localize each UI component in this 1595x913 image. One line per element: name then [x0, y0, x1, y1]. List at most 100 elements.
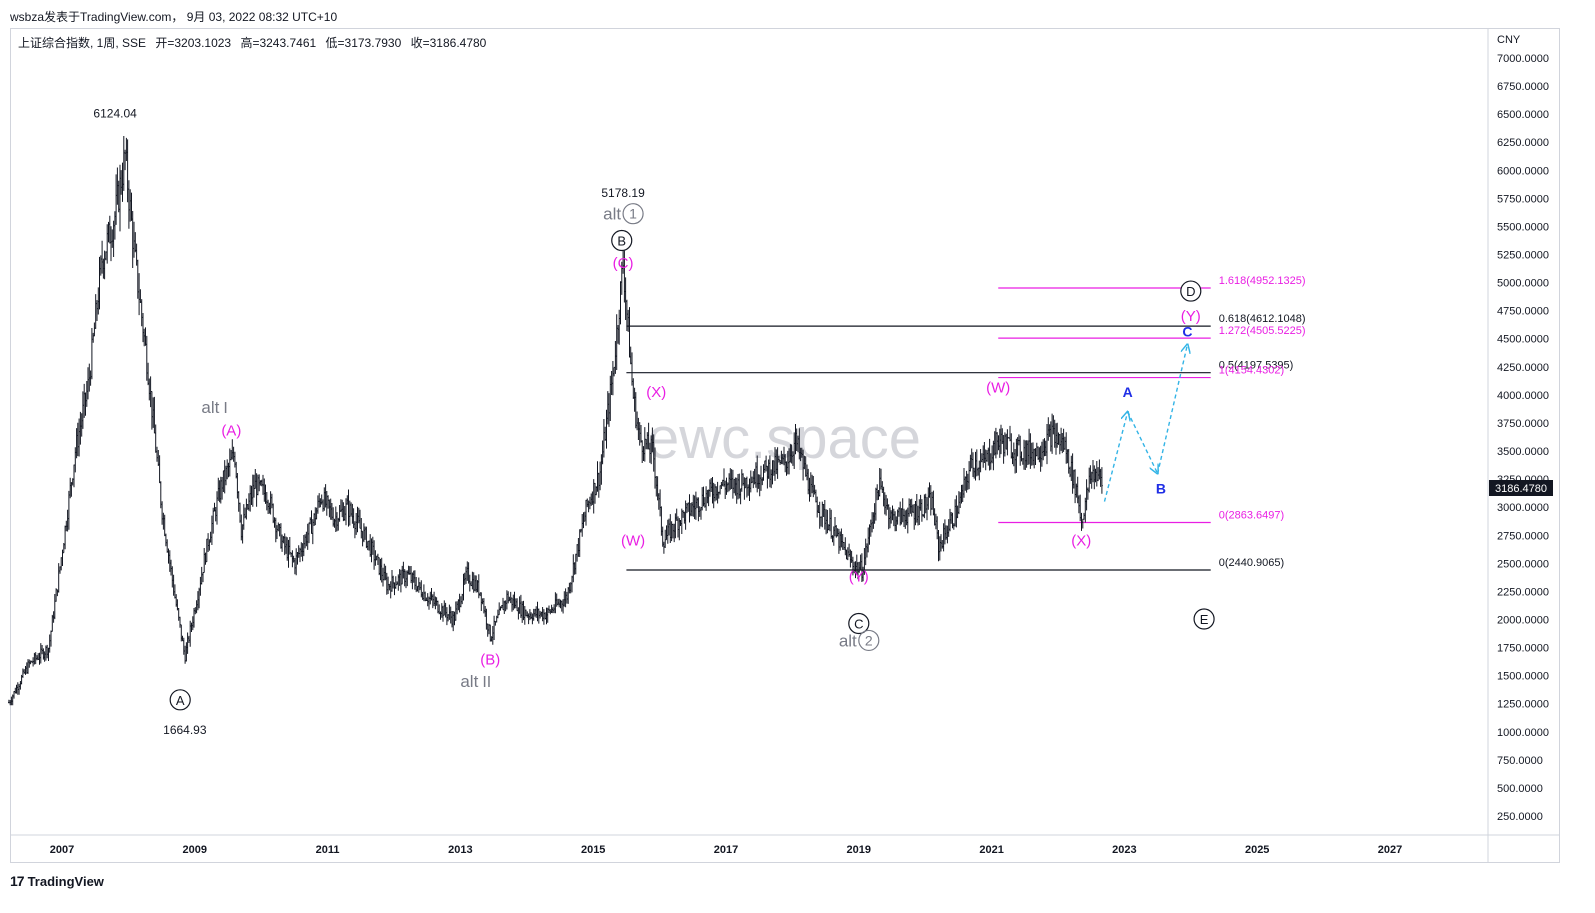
x-tick-label: 2009	[183, 844, 207, 856]
x-tick-label: 2013	[448, 844, 472, 856]
y-tick-label: 5500.0000	[1497, 221, 1549, 233]
alt-circle	[858, 629, 880, 652]
legend-open: 开=3203.1023	[155, 36, 232, 50]
y-tick-label: 750.0000	[1497, 755, 1543, 767]
alt-circle-number: 2	[865, 632, 873, 648]
y-tick-label: 2000.0000	[1497, 614, 1549, 626]
y-tick-label: 4000.0000	[1497, 390, 1549, 402]
y-tick-label: 4750.0000	[1497, 306, 1549, 318]
fib-level-label: 0(2440.9065)	[1219, 557, 1284, 569]
wave-label: C	[1182, 323, 1192, 339]
price-annotation: 1664.93	[163, 723, 207, 737]
currency-label: CNY	[1497, 34, 1521, 46]
fib-level-label: 0.5(4197.5395)	[1219, 360, 1294, 372]
legend-symbol[interactable]: 上证综合指数, 1周, SSE	[18, 36, 147, 50]
wave-circle-label: E	[1200, 612, 1209, 627]
wave-circle	[848, 612, 870, 635]
wave-circle	[1193, 608, 1215, 630]
chart-legend: 上证综合指数, 1周, SSE 开=3203.1023 高=3243.7461 …	[18, 34, 492, 51]
alt-circle	[622, 203, 644, 225]
projection-path	[1103, 344, 1188, 502]
wave-label: (X)	[1071, 532, 1091, 549]
projection-segment	[1103, 412, 1127, 502]
y-tick-label: 1000.0000	[1497, 727, 1549, 739]
wave-circle-label: C	[854, 616, 863, 631]
wave-label: A	[1123, 384, 1133, 400]
x-tick-label: 2017	[714, 844, 738, 856]
y-tick-label: 2750.0000	[1497, 530, 1549, 542]
wave-circle-label: D	[1186, 284, 1195, 299]
price-axis[interactable]: CNY 250.0000 500.0000 750.0000 1000.0000 125…	[1497, 34, 1549, 823]
x-tick-label: 2027	[1378, 844, 1402, 856]
current-price-tag-bg	[1489, 480, 1553, 496]
wave-label: (Y)	[1181, 308, 1201, 325]
candle-series	[8, 136, 1103, 706]
wave-label: (Y)	[849, 568, 869, 585]
tradingview-logo-mark: 17	[10, 873, 25, 889]
y-tick-label: 2500.0000	[1497, 558, 1549, 570]
price-annotation: 6124.04	[93, 107, 137, 121]
alt-roman-numeral: I	[223, 400, 227, 417]
y-tick-label: 1750.0000	[1497, 643, 1549, 655]
wave-circle	[611, 229, 633, 252]
wave-label: (B)	[480, 651, 500, 668]
x-tick-label: 2021	[979, 844, 1003, 856]
wave-label: (A)	[221, 422, 241, 439]
y-tick-label: 6500.0000	[1497, 109, 1549, 121]
y-tick-label: 3500.0000	[1497, 446, 1549, 458]
tradingview-logo[interactable]: 17 TradingView	[10, 873, 104, 889]
alt-label-text: alt	[839, 631, 857, 650]
x-tick-label: 2019	[847, 844, 871, 856]
y-tick-label: 3000.0000	[1497, 502, 1549, 514]
wave-circle-label: A	[176, 693, 185, 708]
alt-wave-label: alt 2	[839, 629, 880, 652]
legend-close: 收=3186.4780	[410, 36, 487, 50]
y-tick-label: 3750.0000	[1497, 418, 1549, 430]
current-price-tag: 3186.4780	[1489, 480, 1553, 496]
y-tick-label: 5750.0000	[1497, 193, 1549, 205]
x-tick-label: 2025	[1245, 844, 1269, 856]
y-tick-label: 4500.0000	[1497, 334, 1549, 346]
x-tick-label: 2011	[316, 844, 340, 856]
fibonacci-levels: 1.618(4952.1325) 0.618(4612.1048)1.272(45…	[626, 275, 1306, 571]
x-tick-label: 2015	[581, 844, 605, 856]
alt-label-text: alt	[460, 672, 478, 691]
projection-segment	[1127, 411, 1158, 474]
fib-level-label: 1.272(4505.5225)	[1219, 325, 1306, 337]
y-tick-label: 2250.0000	[1497, 586, 1549, 598]
wave-annotations: 6124.04 1664.93 5178.19 A B C D E (A) (B) (C) (W) (X…	[93, 107, 1215, 737]
y-tick-label: 1250.0000	[1497, 699, 1549, 711]
y-tick-label: 1500.0000	[1497, 671, 1549, 683]
price-annotation: 5178.19	[601, 186, 645, 200]
y-tick-label: 250.0000	[1497, 811, 1543, 823]
alt-label-text: alt	[201, 398, 219, 417]
y-tick-label: 5000.0000	[1497, 278, 1549, 290]
wave-label: (W)	[986, 380, 1010, 397]
current-price-value: 3186.4780	[1495, 483, 1547, 495]
legend-low: 低=3173.7930	[325, 36, 402, 50]
wave-label: (W)	[621, 532, 645, 549]
y-tick-label: 6000.0000	[1497, 165, 1549, 177]
wave-circle	[1180, 280, 1202, 302]
axis-layer	[10, 28, 1560, 863]
y-tick-label: 6250.0000	[1497, 137, 1549, 149]
y-tick-label: 7000.0000	[1497, 53, 1549, 65]
fib-level-label: 1(4154.4302)	[1219, 365, 1284, 377]
alt-wave-label: alt II	[460, 672, 491, 691]
time-axis[interactable]: 2007 2009 2011 2013 2015 2017 2019 2021 2023 2025…	[50, 844, 1402, 856]
x-tick-label: 2023	[1112, 844, 1136, 856]
projection-segment	[1156, 344, 1188, 474]
legend-high: 高=3243.7461	[240, 36, 317, 50]
alt-label-text: alt	[603, 205, 621, 224]
fib-level-label: 0.618(4612.1048)	[1219, 313, 1306, 325]
y-tick-label: 500.0000	[1497, 783, 1543, 795]
wave-label: (C)	[613, 255, 634, 272]
candles	[8, 136, 1103, 706]
wave-circle	[169, 689, 191, 711]
publisher-line: wsbza发表于TradingView.com， 9月 03, 2022 08:…	[10, 10, 338, 24]
alt-roman-numeral: II	[482, 674, 491, 691]
y-tick-label: 6750.0000	[1497, 81, 1549, 93]
wave-label: B	[1156, 481, 1166, 497]
chart-frame[interactable]	[10, 28, 1560, 863]
